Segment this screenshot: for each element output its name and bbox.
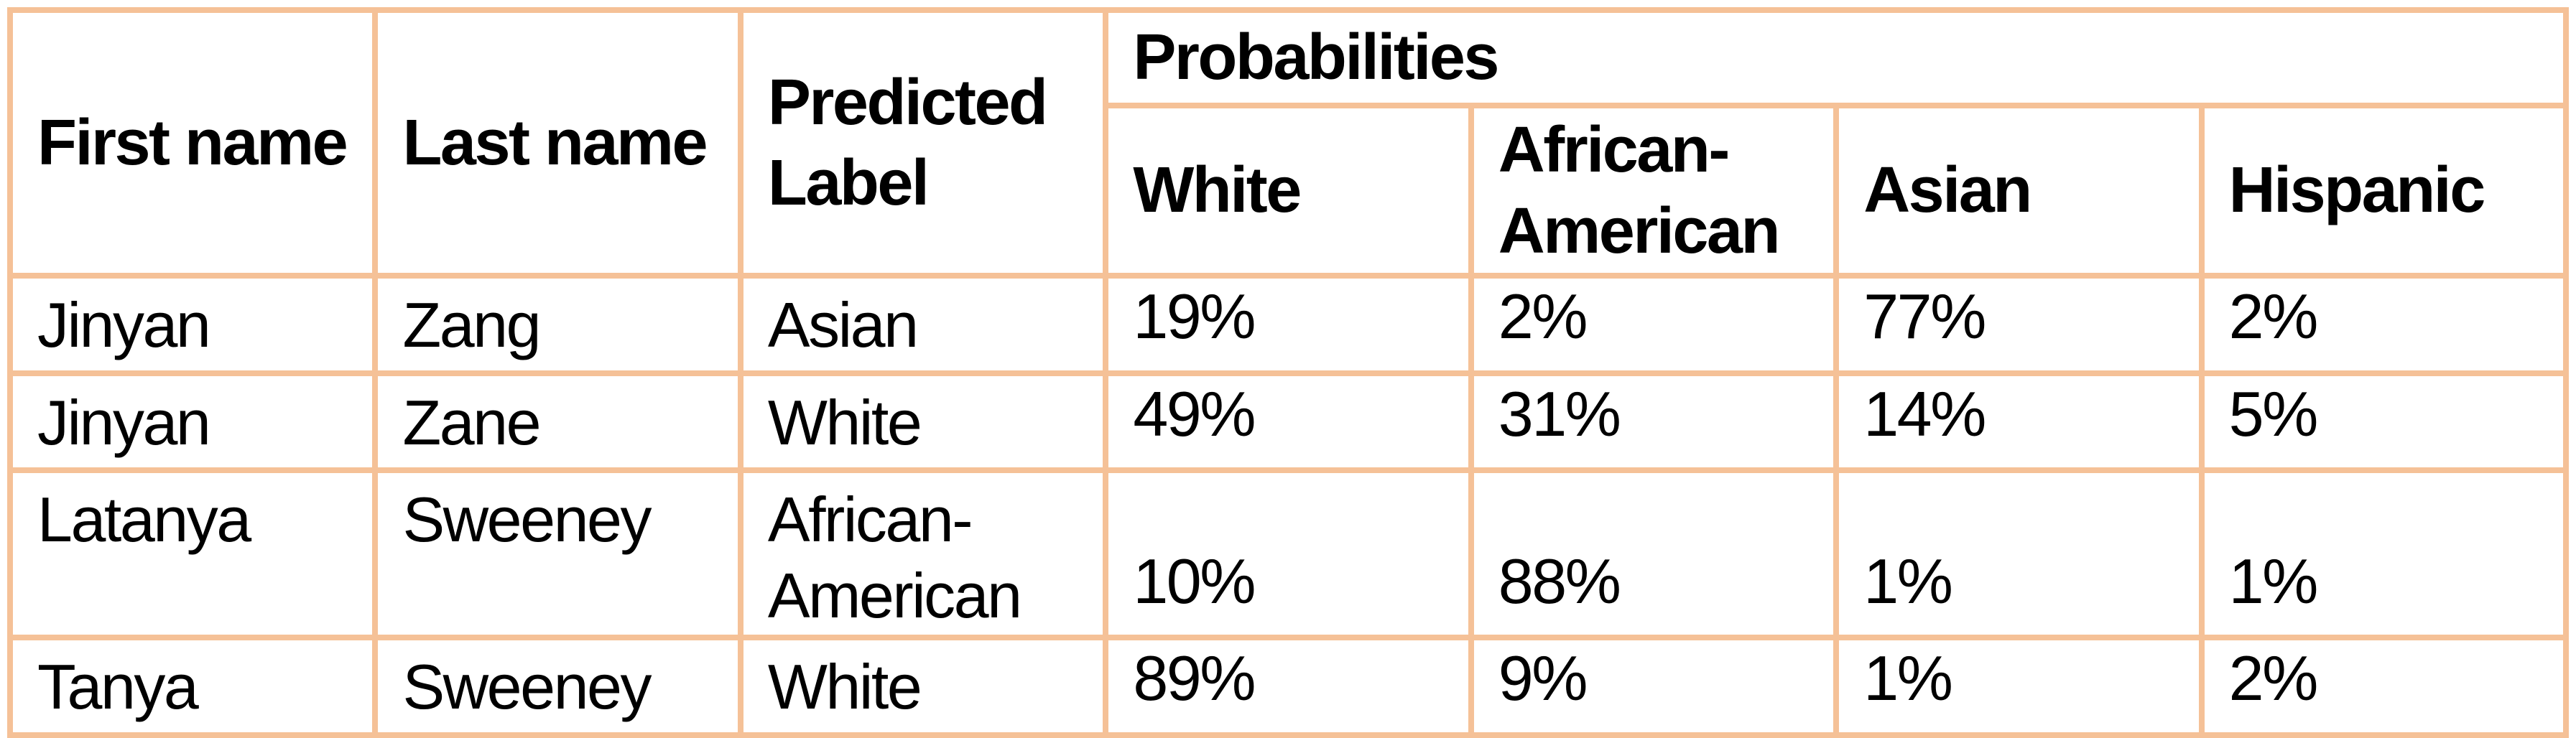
header-row-top: First name Last name Predicted Label Pro… (6, 7, 2569, 279)
table-row: Jinyan Zang Asian 19% 2% 77% 2% (6, 273, 2570, 376)
cell-first-name: Tanya (6, 635, 379, 738)
cell-prob-asian: 1% (1833, 635, 2205, 738)
col-header-probabilities-group: Probabilities (1103, 7, 2569, 108)
cell-prob-hispanic: 2% (2198, 273, 2570, 376)
cell-prob-african-american: 31% (1468, 370, 1840, 474)
cell-predicted-label: Asian (737, 273, 1109, 376)
cell-predicted-label: African-American (737, 467, 1109, 641)
table-row: Jinyan Zane White 49% 31% 14% 5% (6, 370, 2570, 474)
table-row: Tanya Sweeney White 89% 9% 1% 2% (6, 635, 2570, 738)
col-header-prob-hispanic: Hispanic (2198, 103, 2570, 279)
cell-prob-hispanic: 1% (2198, 467, 2570, 641)
cell-prob-african-american: 88% (1468, 467, 1840, 641)
cell-predicted-label: White (737, 635, 1109, 738)
race-prediction-table: First name Last name Predicted Label Pro… (6, 7, 2570, 738)
cell-first-name: Jinyan (6, 273, 379, 376)
col-header-prob-asian: Asian (1833, 103, 2205, 279)
cell-prob-asian: 77% (1833, 273, 2205, 376)
col-header-predicted-label: Predicted Label (737, 7, 1109, 279)
cell-last-name: Zang (372, 273, 743, 376)
cell-prob-african-american: 9% (1468, 635, 1840, 738)
cell-first-name: Latanya (6, 467, 379, 641)
cell-prob-asian: 14% (1833, 370, 2205, 474)
col-header-prob-african-american: African-American (1468, 103, 1840, 279)
cell-first-name: Jinyan (6, 370, 379, 474)
cell-prob-asian: 1% (1833, 467, 2205, 641)
cell-last-name: Zane (372, 370, 743, 474)
col-header-last-name: Last name (372, 7, 743, 279)
cell-prob-hispanic: 5% (2198, 370, 2570, 474)
cell-prob-white: 89% (1103, 635, 1474, 738)
cell-prob-white: 19% (1103, 273, 1474, 376)
header-row-sub: White African-American Asian Hispanic (10, 103, 2570, 279)
cell-predicted-label: White (737, 370, 1109, 474)
col-header-prob-white: White (1103, 103, 1474, 279)
cell-prob-white: 10% (1103, 467, 1474, 641)
cell-prob-hispanic: 2% (2198, 635, 2570, 738)
col-header-first-name: First name (6, 7, 379, 279)
cell-prob-african-american: 2% (1468, 273, 1840, 376)
cell-last-name: Sweeney (372, 635, 743, 738)
table-row: Latanya Sweeney African-American 10% 88%… (6, 467, 2570, 641)
cell-last-name: Sweeney (372, 467, 743, 641)
cell-prob-white: 49% (1103, 370, 1474, 474)
